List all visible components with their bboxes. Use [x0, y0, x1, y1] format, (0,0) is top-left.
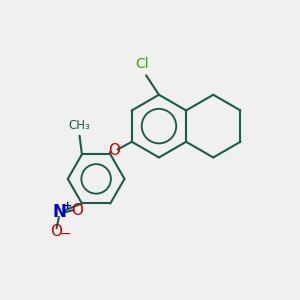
- Text: N: N: [52, 203, 67, 221]
- Text: O: O: [108, 143, 120, 158]
- Text: −: −: [59, 227, 71, 241]
- Text: O: O: [71, 202, 83, 217]
- Text: CH₃: CH₃: [68, 118, 90, 132]
- Text: +: +: [63, 201, 73, 211]
- Text: Cl: Cl: [136, 57, 149, 70]
- Text: O: O: [51, 224, 63, 239]
